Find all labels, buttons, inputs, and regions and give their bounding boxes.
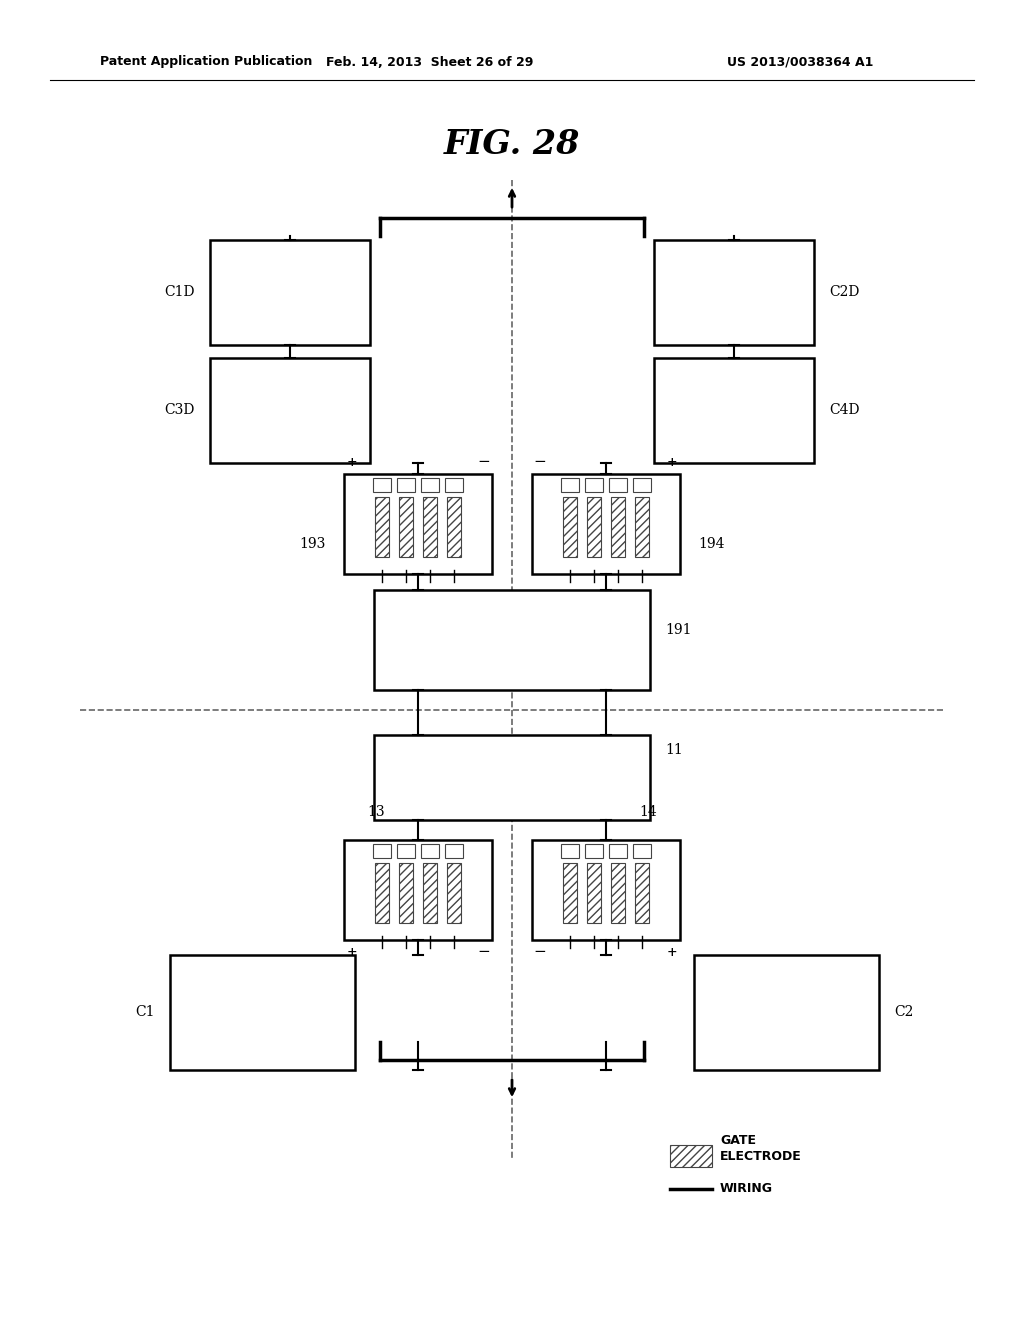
Bar — [609, 843, 627, 858]
Text: +: + — [347, 945, 357, 958]
Text: C2D: C2D — [829, 285, 859, 300]
Text: −: − — [477, 455, 490, 469]
Text: C3D: C3D — [165, 404, 195, 417]
Text: 191: 191 — [665, 623, 691, 638]
Bar — [373, 478, 391, 492]
Bar — [375, 498, 389, 557]
Bar — [654, 358, 814, 463]
Bar — [585, 843, 603, 858]
Text: −: − — [534, 945, 547, 960]
Text: 14: 14 — [639, 805, 656, 818]
Bar — [633, 843, 651, 858]
Bar — [694, 954, 879, 1071]
Text: FIG. 28: FIG. 28 — [443, 128, 581, 161]
Bar — [654, 240, 814, 345]
Bar — [375, 863, 389, 923]
Bar — [447, 498, 461, 557]
Bar — [635, 863, 649, 923]
Bar — [421, 478, 439, 492]
Bar — [344, 474, 492, 574]
Bar — [423, 498, 437, 557]
Text: +: + — [667, 455, 677, 469]
Bar — [670, 1144, 712, 1167]
Bar — [397, 843, 415, 858]
Bar — [445, 843, 463, 858]
Bar — [633, 478, 651, 492]
Bar — [423, 863, 437, 923]
Bar — [587, 863, 601, 923]
Bar — [373, 843, 391, 858]
Bar — [587, 498, 601, 557]
Bar — [611, 498, 625, 557]
Bar — [609, 478, 627, 492]
Text: ELECTRODE: ELECTRODE — [720, 1150, 802, 1163]
Bar — [563, 863, 577, 923]
Text: GATE: GATE — [720, 1134, 756, 1147]
Text: WIRING: WIRING — [720, 1183, 773, 1196]
Text: 193: 193 — [300, 537, 326, 550]
Bar — [561, 843, 579, 858]
Bar — [635, 498, 649, 557]
Bar — [210, 240, 370, 345]
Bar — [374, 735, 650, 820]
Text: 194: 194 — [698, 537, 725, 550]
Bar — [561, 478, 579, 492]
Text: C4D: C4D — [829, 404, 859, 417]
Text: +: + — [667, 945, 677, 958]
Bar — [170, 954, 355, 1071]
Text: +: + — [347, 455, 357, 469]
Bar — [397, 478, 415, 492]
Bar — [399, 863, 413, 923]
Text: C2: C2 — [894, 1006, 913, 1019]
Text: 11: 11 — [665, 743, 683, 756]
Text: 13: 13 — [368, 805, 385, 818]
Bar — [563, 498, 577, 557]
Text: Patent Application Publication: Patent Application Publication — [100, 55, 312, 69]
Bar — [532, 840, 680, 940]
Bar — [611, 863, 625, 923]
Text: US 2013/0038364 A1: US 2013/0038364 A1 — [727, 55, 873, 69]
Bar — [344, 840, 492, 940]
Bar — [399, 498, 413, 557]
Bar — [421, 843, 439, 858]
Text: C1: C1 — [135, 1006, 155, 1019]
Bar — [447, 863, 461, 923]
Bar — [532, 474, 680, 574]
Text: −: − — [534, 455, 547, 469]
Bar — [210, 358, 370, 463]
Bar — [374, 590, 650, 690]
Text: Feb. 14, 2013  Sheet 26 of 29: Feb. 14, 2013 Sheet 26 of 29 — [327, 55, 534, 69]
Text: −: − — [477, 945, 490, 960]
Text: C1D: C1D — [165, 285, 195, 300]
Bar — [445, 478, 463, 492]
Bar — [585, 478, 603, 492]
